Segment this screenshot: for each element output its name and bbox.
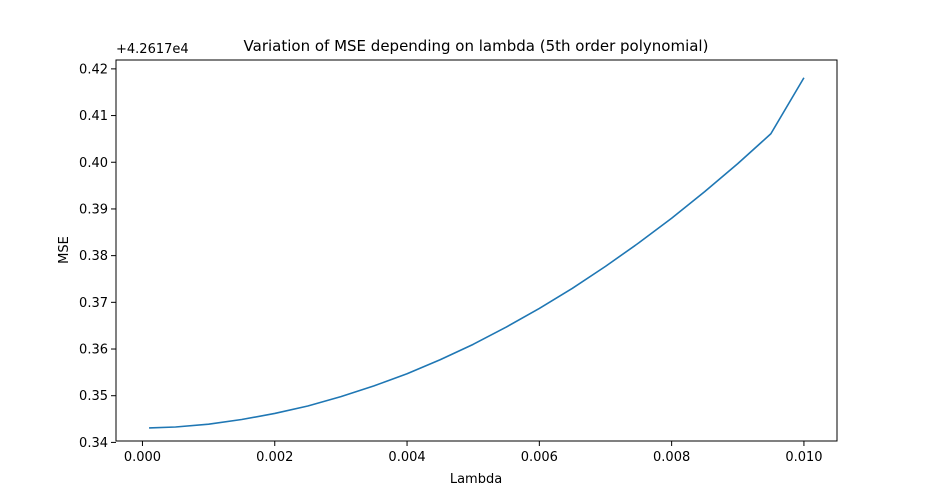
y-tick-label: 0.39 — [79, 202, 108, 217]
x-tick-label: 0.004 — [388, 450, 425, 465]
y-tick-label: 0.36 — [79, 343, 108, 358]
x-tick-label: 0.010 — [785, 450, 822, 465]
y-tick-label: 0.37 — [79, 296, 108, 311]
y-tick-label: 0.40 — [79, 156, 108, 171]
series-line — [149, 77, 805, 429]
x-tick-label: 0.006 — [521, 450, 558, 465]
y-tick-label: 0.42 — [79, 62, 108, 77]
x-axis-ticks: 0.000 0.002 0.004 0.006 0.008 0.010 — [124, 441, 823, 465]
y-axis-label: MSE — [57, 236, 72, 264]
chart-title: Variation of MSE depending on lambda (5t… — [244, 37, 709, 55]
x-tick-label: 0.002 — [256, 450, 293, 465]
y-tick-label: 0.41 — [79, 109, 108, 124]
y-tick-label: 0.38 — [79, 249, 108, 264]
plot-area — [116, 60, 837, 441]
y-offset-label: +4.2617e4 — [116, 42, 189, 57]
y-tick-label: 0.35 — [79, 389, 108, 404]
y-tick-label: 0.34 — [79, 436, 108, 451]
y-axis-ticks: 0.34 0.35 0.36 0.37 0.38 0.39 0.40 0.41 0.42 — [79, 62, 116, 451]
x-tick-label: 0.000 — [124, 450, 161, 465]
plot-frame — [115, 59, 838, 442]
x-axis-label: Lambda — [450, 472, 502, 487]
x-tick-label: 0.008 — [653, 450, 690, 465]
